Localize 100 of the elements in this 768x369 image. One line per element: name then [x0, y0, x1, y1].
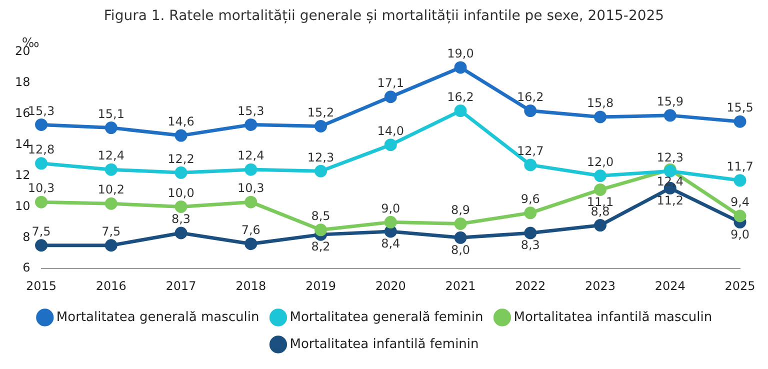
data-label: 11,1: [586, 194, 614, 209]
data-label: 16,2: [447, 90, 474, 104]
data-label: 14,6: [168, 114, 194, 129]
data-label: 11,7: [726, 160, 754, 174]
point: [454, 104, 467, 118]
data-label: 9,0: [730, 227, 750, 242]
x-tick-label: 2018: [236, 278, 266, 293]
data-label: 15,8: [586, 96, 614, 110]
data-label: 15,9: [656, 94, 684, 109]
data-label: 17,1: [377, 76, 404, 90]
data-label: 10,3: [238, 181, 264, 196]
point: [174, 129, 188, 142]
point: [384, 216, 397, 228]
data-label: 19,0: [447, 46, 474, 61]
y-tick-label: 12: [14, 168, 30, 182]
data-label: 12,3: [307, 150, 334, 164]
point: [384, 225, 397, 238]
data-label: 7,5: [102, 224, 121, 239]
point: [244, 196, 258, 208]
point: [594, 183, 607, 196]
point: [594, 219, 607, 232]
x-tick-label: 2021: [445, 278, 476, 293]
legend-label: Mortalitatea infantilă feminin: [290, 336, 479, 352]
data-label: 15,5: [726, 100, 754, 115]
point: [35, 118, 48, 131]
point: [35, 196, 48, 208]
data-label: 12,7: [517, 144, 544, 158]
point: [454, 217, 467, 230]
point: [244, 163, 258, 176]
data-label: 9,0: [381, 201, 400, 216]
point: [734, 115, 746, 128]
legend-label: Mortalitatea generală feminin: [290, 310, 484, 325]
point: [734, 210, 746, 222]
data-label: 12,3: [656, 150, 684, 164]
data-label: 15,1: [98, 106, 124, 121]
point: [314, 120, 328, 133]
data-label: 12,4: [656, 174, 684, 189]
data-label: 11,2: [656, 193, 684, 208]
data-label: 9,4: [730, 195, 750, 210]
data-label: 8,5: [311, 209, 330, 224]
point: [35, 157, 48, 170]
y-tick-label: 14: [14, 136, 30, 151]
y-tick-label: 6: [22, 260, 30, 275]
point: [104, 197, 118, 210]
x-tick-label: 2015: [26, 278, 57, 293]
point: [384, 138, 397, 152]
point: [454, 231, 467, 244]
point: [314, 164, 328, 178]
point: [524, 158, 537, 172]
data-label: 15,3: [238, 104, 264, 118]
data-label: 12,4: [238, 148, 264, 163]
data-label: 12,2: [168, 152, 194, 166]
x-tick-label: 2022: [515, 278, 546, 293]
point: [174, 226, 188, 240]
point: [734, 174, 746, 187]
data-label: 10,0: [168, 186, 194, 200]
data-label: 7,5: [32, 224, 51, 239]
data-label: 15,2: [307, 105, 334, 120]
x-tick-label: 2020: [375, 278, 406, 293]
x-tick-label: 2025: [724, 278, 756, 293]
point: [104, 163, 118, 176]
data-label: 8,9: [450, 202, 470, 217]
point: [244, 238, 258, 250]
y-tick-label: 18: [14, 75, 30, 90]
y-tick-label: 10: [14, 198, 30, 213]
data-label: 8,3: [520, 238, 540, 252]
x-tick-label: 2016: [96, 278, 126, 293]
data-label: 8,3: [171, 212, 191, 226]
point: [524, 226, 537, 240]
point: [35, 239, 48, 252]
point: [174, 166, 188, 179]
data-label: 14,0: [377, 124, 404, 138]
x-tick-label: 2019: [305, 278, 336, 293]
point: [594, 170, 607, 182]
point: [314, 224, 328, 236]
y-tick-label: 16: [14, 106, 30, 120]
point: [594, 110, 607, 124]
data-label: 9,6: [520, 192, 540, 206]
chart-title: Figura 1. Ratele mortalității generale și mortalității infantile pe sexe, 2015-2025: [102, 8, 666, 24]
data-label: 7,6: [241, 222, 260, 237]
data-label: 10,3: [28, 181, 55, 196]
data-label: 12,4: [98, 148, 124, 163]
data-label: 15,3: [28, 104, 55, 118]
x-tick-label: 2023: [584, 278, 616, 293]
data-label: 12,0: [586, 154, 614, 169]
point: [104, 122, 118, 134]
point: [524, 104, 537, 118]
data-label: 12,8: [28, 142, 55, 157]
point: [524, 206, 537, 220]
point: [384, 90, 397, 104]
data-label: 10,2: [98, 182, 124, 197]
point: [454, 61, 467, 74]
legend-label: Mortalitatea generală masculin: [56, 310, 260, 325]
point: [104, 239, 118, 252]
data-label: 8,2: [311, 240, 330, 254]
data-label: 8,4: [381, 236, 400, 251]
point: [174, 200, 188, 213]
x-tick-label: 2017: [166, 278, 196, 293]
point: [664, 109, 676, 122]
legend-label: Mortalitatea infantilă masculin: [514, 310, 712, 325]
